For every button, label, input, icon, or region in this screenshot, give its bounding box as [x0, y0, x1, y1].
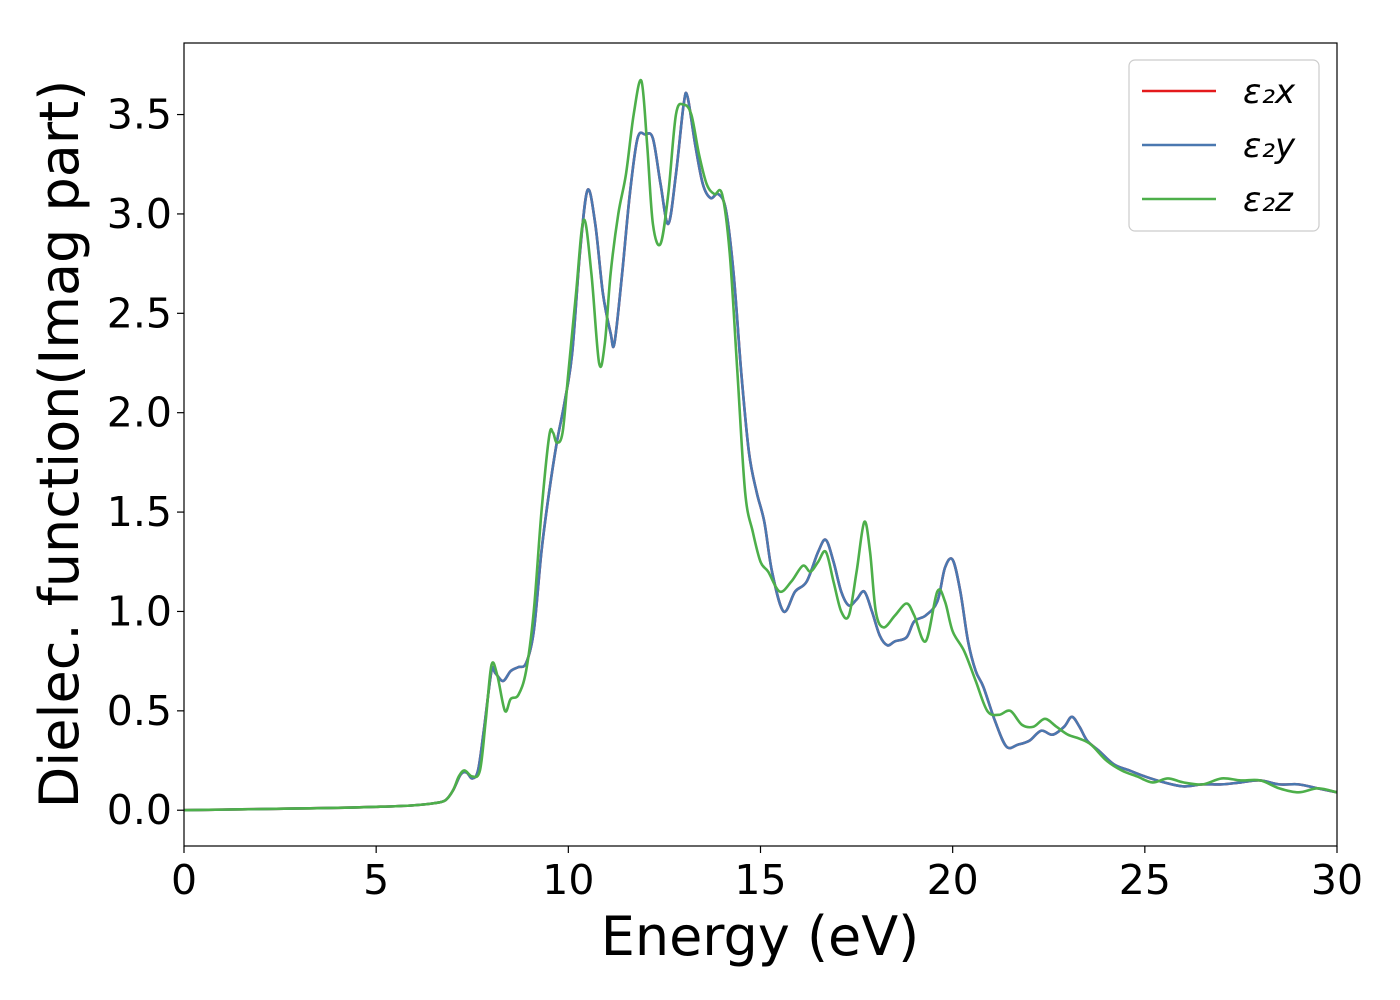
y-tick-label: 3.0: [107, 190, 172, 238]
legend-label-1: ε₂x: [1243, 72, 1296, 112]
series-layer: [183, 78, 1338, 812]
legend-label-3: ε₂z: [1243, 180, 1294, 220]
x-axis-label: Energy (eV): [601, 905, 920, 968]
x-tick-label: 10: [542, 856, 594, 904]
legend-frame: [1128, 59, 1320, 232]
x-tick-label: 25: [1119, 856, 1171, 904]
y-tick-label: 1.0: [107, 587, 172, 635]
x-tick-label: 30: [1311, 856, 1363, 904]
y-tick-label: 1.5: [107, 488, 172, 536]
y-tick-label: 3.5: [107, 91, 172, 139]
x-tick-label: 20: [927, 856, 979, 904]
x-tick-label: 15: [734, 856, 786, 904]
y-axis-ticks: 0.0 0.5 1.0 1.5 2.0 2.5 3.0 3.5: [107, 91, 184, 834]
y-tick-label: 2.0: [107, 389, 172, 437]
legend: ε₂x ε₂y ε₂z: [1128, 59, 1320, 232]
y-tick-label: 2.5: [107, 289, 172, 337]
x-tick-label: 0: [171, 856, 197, 904]
y-tick-label: 0.0: [107, 786, 172, 834]
y-tick-label: 0.5: [107, 687, 172, 735]
legend-label-2: ε₂y: [1243, 126, 1296, 166]
series-line-3: [183, 78, 1338, 812]
y-axis-label: Dielec. function(Imag part): [28, 80, 91, 809]
x-axis-ticks: 0 5 10 15 20 25 30: [171, 846, 1363, 904]
x-tick-label: 5: [363, 856, 389, 904]
